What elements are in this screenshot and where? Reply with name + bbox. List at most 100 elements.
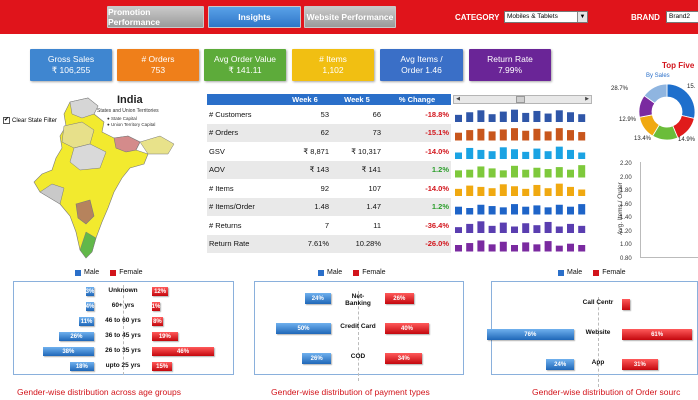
- female-bar[interactable]: 26%: [385, 293, 414, 304]
- male-bar[interactable]: 18%: [69, 362, 94, 371]
- week6-value: 53: [320, 109, 329, 119]
- spark-bar: [455, 206, 462, 215]
- state-region-west[interactable]: [39, 183, 65, 205]
- male-bar[interactable]: 76%: [486, 329, 574, 340]
- spark-bar: [511, 245, 518, 252]
- scroll-left-icon[interactable]: ◀: [456, 96, 460, 102]
- spark-bar: [477, 186, 485, 196]
- kpi-card[interactable]: # Items 1,102: [292, 49, 374, 81]
- chevron-down-icon[interactable]: ▼: [577, 12, 587, 22]
- change-value: -14.0%: [425, 183, 449, 193]
- promotion-performance-tab[interactable]: Promotion Performance: [107, 6, 204, 28]
- male-bar[interactable]: 26%: [302, 353, 331, 364]
- header-metric: [207, 94, 279, 105]
- donut-slice[interactable]: [643, 83, 668, 104]
- spark-bar: [488, 168, 496, 178]
- male-bar[interactable]: 26%: [58, 332, 94, 341]
- kpi-label: Gross Sales: [47, 54, 95, 64]
- spark-bar: [466, 243, 474, 252]
- state-region-north[interactable]: [69, 97, 99, 119]
- scroll-thumb[interactable]: [516, 96, 525, 103]
- female-bar[interactable]: 8%: [152, 317, 163, 326]
- female-bar[interactable]: 40%: [385, 323, 429, 334]
- kpi-card[interactable]: Avg Items / Order 1.46: [380, 49, 463, 81]
- state-region-northeast[interactable]: [139, 135, 175, 155]
- female-bar[interactable]: [622, 299, 630, 310]
- brand-select[interactable]: Brand2: [666, 11, 698, 23]
- table-row[interactable]: # Items 92 107 -14.0%: [207, 179, 451, 198]
- spark-bar: [455, 170, 462, 178]
- state-region-south-highlight[interactable]: [75, 199, 95, 225]
- spark-bar: [544, 113, 552, 122]
- male-bar[interactable]: 24%: [546, 359, 574, 370]
- legend-male-label: Male: [567, 269, 583, 276]
- legend-female-label: Female: [602, 269, 626, 276]
- kpi-card[interactable]: Return Rate 7.99%: [469, 49, 551, 81]
- state-region-highlight[interactable]: [113, 135, 141, 153]
- center-axis: [358, 291, 359, 381]
- clear-state-filter[interactable]: ✔ Clear State Filter: [3, 117, 57, 124]
- week-scrollbar[interactable]: ◀ ▶: [453, 95, 592, 104]
- chart-box: [491, 281, 698, 375]
- spark-bar: [533, 244, 541, 252]
- india-map[interactable]: [10, 92, 195, 272]
- top-five-donut[interactable]: [636, 80, 698, 144]
- spark-bar: [511, 186, 518, 196]
- donut-label-5: 12.9%: [619, 117, 637, 123]
- insights-tab[interactable]: Insights: [208, 6, 301, 28]
- scroll-right-icon[interactable]: ▶: [585, 96, 589, 102]
- state-region-central[interactable]: [69, 143, 107, 171]
- spark-bar: [488, 188, 496, 196]
- male-bar[interactable]: 24%: [304, 293, 331, 304]
- legend-ut-capital: ● Union Territory Capital: [107, 122, 156, 127]
- metric-name: # Returns: [209, 220, 242, 230]
- spark-bar: [477, 221, 485, 233]
- table-row[interactable]: AOV ₹ 143 ₹ 141 1.2%: [207, 160, 451, 179]
- female-bar[interactable]: 61%: [622, 329, 693, 340]
- female-bar[interactable]: 34%: [385, 353, 423, 364]
- male-bar[interactable]: 11%: [79, 317, 94, 326]
- y-axis-title: Avg. Items / Order: [616, 182, 624, 235]
- avg-items-plot-area: [640, 162, 698, 258]
- metric-name: # Customers: [209, 109, 252, 119]
- spark-bar: [522, 112, 530, 122]
- website-performance-tab[interactable]: Website Performance: [304, 6, 396, 28]
- y-tick-label: 2.00: [620, 174, 632, 181]
- spark-bar: [544, 151, 552, 159]
- change-value: -26.0%: [383, 234, 451, 253]
- male-bar[interactable]: 3%: [85, 287, 95, 296]
- category-label: Credit Card: [340, 323, 376, 330]
- female-bar[interactable]: 12%: [152, 287, 169, 296]
- checkbox[interactable]: ✔: [3, 117, 10, 124]
- female-bar[interactable]: 19%: [152, 332, 178, 341]
- state-region-south[interactable]: [79, 231, 97, 259]
- spark-bar: [466, 223, 474, 233]
- table-row[interactable]: GSV ₹ 8,871 ₹ 10,317 -14.0%: [207, 142, 451, 161]
- category-label: CATEGORY: [455, 13, 500, 22]
- spark-bar: [544, 221, 552, 233]
- category-label: App: [591, 359, 605, 366]
- spark-bar: [578, 114, 586, 122]
- kpi-card[interactable]: Avg Order Value ₹ 141.11: [204, 49, 286, 81]
- table-row[interactable]: Return Rate 7.61% 10.28% -26.0%: [207, 234, 451, 253]
- table-row[interactable]: # Items/Order 1.48 1.47 1.2%: [207, 197, 451, 216]
- spark-bar: [499, 170, 507, 178]
- spark-bar: [499, 222, 507, 233]
- male-bar[interactable]: 38%: [42, 347, 94, 356]
- male-bar[interactable]: 4%: [85, 302, 95, 311]
- female-bar[interactable]: 46%: [152, 347, 215, 356]
- legend-female-swatch: [353, 269, 360, 276]
- table-row[interactable]: # Returns 7 11 -36.4%: [207, 216, 451, 235]
- category-select[interactable]: Mobiles & Tablets ▼: [504, 11, 588, 23]
- kpi-card[interactable]: # Orders 753: [117, 49, 199, 81]
- kpi-card[interactable]: Gross Sales ₹ 106,255: [30, 49, 112, 81]
- male-bar[interactable]: 50%: [276, 323, 331, 334]
- spark-bar: [488, 114, 496, 122]
- table-row[interactable]: # Orders 62 73 -15.1%: [207, 123, 451, 142]
- female-bar[interactable]: 1%: [151, 302, 161, 311]
- table-row[interactable]: # Customers 53 66 -18.8%: [207, 105, 451, 124]
- female-bar[interactable]: 15%: [152, 362, 173, 371]
- female-bar[interactable]: 31%: [622, 359, 658, 370]
- spark-bar: [455, 114, 462, 122]
